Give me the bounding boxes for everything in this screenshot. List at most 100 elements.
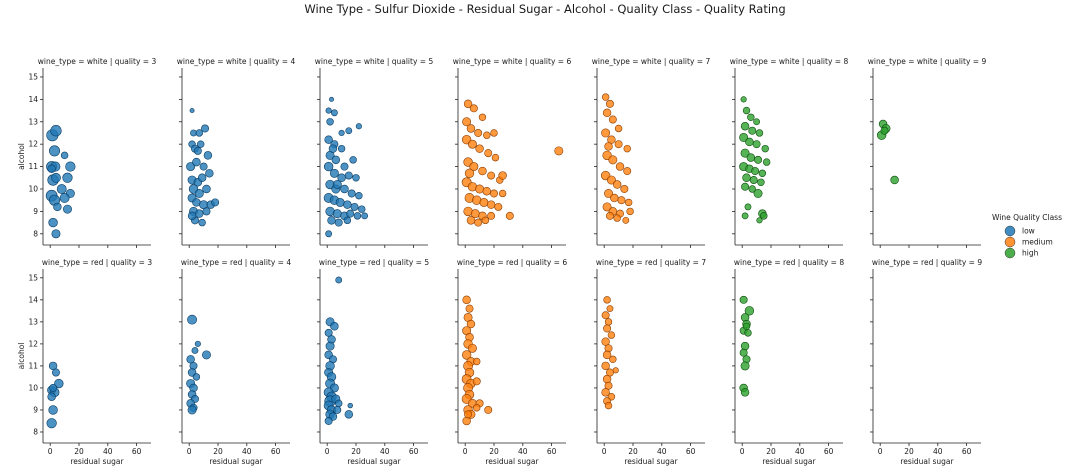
facet-panel: wine_type = red | quality = 8 0 20 40 60 resi… (732, 258, 844, 466)
x-tick-label: 0 (740, 447, 745, 456)
facet-panel: wine_type = white | quality = 8 (730, 57, 848, 248)
data-point (202, 207, 211, 216)
data-point (748, 126, 757, 135)
data-point (361, 212, 369, 220)
data-point (202, 184, 211, 194)
data-point (63, 204, 72, 214)
data-point (330, 322, 339, 331)
data-point (462, 295, 471, 305)
data-point (331, 155, 341, 165)
data-point (211, 198, 220, 207)
y-tick-label: 9 (33, 207, 38, 216)
chart-title: Wine Type - Sulfur Dioxide - Residual Su… (304, 2, 785, 16)
data-point (462, 117, 472, 127)
data-point (186, 162, 196, 172)
legend: Wine Quality Class low medium high (992, 213, 1062, 259)
data-point (467, 139, 477, 149)
data-point (48, 217, 58, 228)
facet-panel: wine_type = red | quality = 4 0 20 40 60 resi… (179, 258, 291, 466)
facet-panel: wine_type = white | quality = 6 (453, 57, 571, 248)
x-tick-label: 40 (657, 447, 667, 456)
x-tick-label: 60 (824, 447, 834, 456)
data-point (749, 176, 758, 185)
data-point (604, 401, 613, 410)
data-point (490, 189, 498, 198)
facet-panel: wine_type = red | quality = 7 0 20 40 60 resi… (594, 258, 706, 466)
data-point (755, 129, 764, 137)
data-point (614, 140, 623, 149)
data-point (612, 180, 622, 189)
data-point (740, 341, 750, 351)
data-point (187, 211, 197, 221)
panel-title: wine_type = red | quality = 3 (42, 258, 152, 267)
data-point (741, 212, 749, 220)
x-tick-label: 20 (904, 447, 914, 456)
data-point (486, 200, 496, 209)
data-point (608, 115, 617, 124)
data-point (187, 405, 197, 415)
data-point (601, 128, 611, 138)
data-point (192, 373, 201, 381)
x-tick-label: 40 (103, 447, 113, 456)
data-point (744, 203, 752, 211)
data-point (601, 311, 610, 320)
data-point (606, 305, 614, 313)
data-point (487, 171, 496, 180)
data-point (469, 162, 479, 172)
y-tick-label: 12 (28, 140, 38, 149)
x-axis-label: residual sugar (209, 457, 263, 466)
data-point (617, 196, 626, 205)
data-point (747, 113, 755, 121)
data-point (325, 107, 332, 114)
y-tick-label: 15 (28, 273, 38, 282)
data-point (65, 161, 76, 172)
data-point (753, 118, 760, 126)
data-point (756, 217, 763, 224)
data-point (47, 392, 56, 401)
data-point (51, 172, 61, 183)
x-tick-label: 0 (602, 447, 607, 456)
data-point (740, 96, 747, 103)
data-point (606, 175, 616, 185)
legend-marker (1004, 225, 1016, 237)
data-point (473, 404, 481, 412)
data-point (475, 144, 484, 153)
data-point (329, 96, 334, 102)
data-point (482, 187, 492, 196)
y-tick-label: 8 (33, 427, 38, 436)
data-point (326, 118, 334, 126)
data-point (335, 197, 345, 207)
x-axis-label: residual sugar (70, 457, 124, 466)
x-tick-label: 20 (213, 447, 223, 456)
data-point (198, 218, 206, 227)
data-point (739, 348, 748, 357)
data-point (327, 216, 336, 225)
x-tick-label: 60 (132, 447, 142, 456)
data-point (751, 167, 760, 176)
x-tick-label: 40 (242, 447, 252, 456)
y-tick-label: 14 (28, 95, 38, 104)
data-point (187, 314, 197, 325)
x-tick-label: 0 (878, 447, 883, 456)
panel-title: wine_type = white | quality = 3 (38, 57, 157, 66)
x-tick-label: 40 (518, 447, 528, 456)
data-point (59, 193, 70, 203)
data-point (880, 126, 889, 135)
data-point (337, 173, 346, 183)
data-point (340, 162, 349, 171)
data-point (345, 127, 353, 135)
data-point (748, 185, 756, 193)
data-point (194, 340, 201, 347)
data-point (484, 149, 493, 158)
data-point (463, 99, 473, 109)
data-point (338, 129, 345, 137)
data-point (465, 304, 474, 313)
data-point (762, 158, 771, 166)
data-point (554, 146, 564, 156)
panel-title: wine_type = white | quality = 9 (868, 57, 987, 66)
y-tick-label: 11 (28, 162, 38, 171)
data-point (469, 104, 478, 113)
data-point (608, 155, 618, 165)
data-point (189, 108, 195, 114)
